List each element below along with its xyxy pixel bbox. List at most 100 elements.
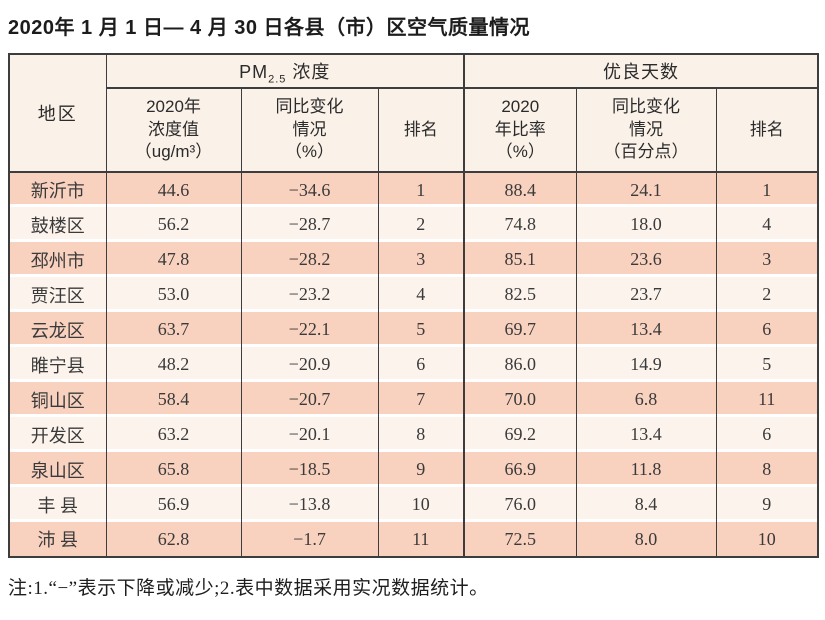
cell-days-ratio: 70.0 — [463, 382, 577, 417]
cell-region: 云龙区 — [9, 312, 106, 347]
cell-days-ratio: 82.5 — [463, 277, 577, 312]
table-row: 睢宁县 48.2 −20.9 6 86.0 14.9 5 — [9, 347, 819, 382]
cell-pm-change: −23.2 — [240, 277, 378, 312]
cell-days-change: 8.4 — [575, 487, 717, 522]
cell-pm-value: 47.8 — [105, 242, 241, 277]
cell-pm-rank: 2 — [377, 207, 465, 242]
cell-pm-rank: 1 — [377, 172, 465, 207]
cell-region: 铜山区 — [9, 382, 106, 417]
header-pm-rank: 排名 — [377, 88, 465, 173]
pm25-suffix: 浓度 — [286, 62, 331, 82]
table-row: 鼓楼区 56.2 −28.7 2 74.8 18.0 4 — [9, 207, 819, 242]
cell-pm-value: 63.2 — [105, 417, 241, 452]
cell-pm-change: −28.2 — [240, 242, 378, 277]
cell-pm-value: 58.4 — [105, 382, 241, 417]
cell-pm-value: 65.8 — [105, 452, 241, 487]
cell-days-ratio: 69.2 — [463, 417, 577, 452]
header-pm-change: 同比变化 情况 （%） — [240, 88, 378, 173]
header-days-rank: 排名 — [715, 88, 819, 173]
cell-pm-change: −22.1 — [240, 312, 378, 347]
cell-pm-rank: 3 — [377, 242, 465, 277]
cell-days-change: 18.0 — [575, 207, 717, 242]
cell-days-rank: 5 — [715, 347, 819, 382]
cell-pm-change: −18.5 — [240, 452, 378, 487]
cell-days-rank: 6 — [715, 417, 819, 452]
cell-pm-change: −28.7 — [240, 207, 378, 242]
cell-pm-change: −20.1 — [240, 417, 378, 452]
cell-pm-rank: 6 — [377, 347, 465, 382]
cell-days-ratio: 88.4 — [463, 172, 577, 207]
cell-days-ratio: 76.0 — [463, 487, 577, 522]
cell-pm-rank: 10 — [377, 487, 465, 522]
cell-pm-rank: 8 — [377, 417, 465, 452]
cell-pm-rank: 4 — [377, 277, 465, 312]
table-header: 地区 PM2.5 浓度 优良天数 2020年 浓度值 （ug/m³） 同比变化 … — [9, 54, 819, 173]
cell-pm-change: −34.6 — [240, 172, 378, 207]
cell-days-ratio: 72.5 — [463, 522, 577, 557]
cell-region: 沛 县 — [9, 522, 106, 557]
cell-days-rank: 9 — [715, 487, 819, 522]
cell-days-ratio: 74.8 — [463, 207, 577, 242]
pm25-prefix: PM — [239, 62, 269, 82]
footnote: 注:1.“−”表示下降或减少;2.表中数据采用实况数据统计。 — [8, 578, 489, 599]
cell-days-change: 24.1 — [575, 172, 717, 207]
cell-pm-value: 56.2 — [105, 207, 241, 242]
table-row: 开发区 63.2 −20.1 8 69.2 13.4 6 — [9, 417, 819, 452]
cell-days-rank: 4 — [715, 207, 819, 242]
cell-days-rank: 8 — [715, 452, 819, 487]
table-row: 铜山区 58.4 −20.7 7 70.0 6.8 11 — [9, 382, 819, 417]
cell-pm-change: −13.8 — [240, 487, 378, 522]
page-title: 2020年 1 月 1 日— 4 月 30 日各县（市）区空气质量情况 — [8, 17, 531, 39]
cell-region: 丰 县 — [9, 487, 106, 522]
cell-days-ratio: 86.0 — [463, 347, 577, 382]
cell-pm-rank: 9 — [377, 452, 465, 487]
header-days-ratio: 2020 年比率 （%） — [463, 88, 577, 173]
cell-region: 邳州市 — [9, 242, 106, 277]
cell-region: 鼓楼区 — [9, 207, 106, 242]
cell-pm-rank: 5 — [377, 312, 465, 347]
cell-pm-value: 63.7 — [105, 312, 241, 347]
header-region: 地区 — [9, 54, 106, 173]
header-sub-row: 2020年 浓度值 （ug/m³） 同比变化 情况 （%） 排名 2020 年比… — [9, 88, 819, 173]
header-pm25-group: PM2.5 浓度 — [105, 54, 465, 89]
cell-days-ratio: 69.7 — [463, 312, 577, 347]
cell-pm-rank: 11 — [377, 522, 465, 557]
header-group-row: 地区 PM2.5 浓度 优良天数 — [9, 54, 819, 173]
table-row: 丰 县 56.9 −13.8 10 76.0 8.4 9 — [9, 487, 819, 522]
table-row: 云龙区 63.7 −22.1 5 69.7 13.4 6 — [9, 312, 819, 347]
cell-days-change: 8.0 — [575, 522, 717, 557]
header-pm-value: 2020年 浓度值 （ug/m³） — [105, 88, 241, 173]
cell-days-change: 11.8 — [575, 452, 717, 487]
pm25-subscript: 2.5 — [268, 73, 287, 86]
cell-pm-value: 62.8 — [105, 522, 241, 557]
cell-days-ratio: 85.1 — [463, 242, 577, 277]
cell-pm-value: 44.6 — [105, 172, 241, 207]
cell-pm-value: 53.0 — [105, 277, 241, 312]
table-row: 沛 县 62.8 −1.7 11 72.5 8.0 10 — [9, 522, 819, 557]
cell-pm-value: 56.9 — [105, 487, 241, 522]
cell-days-change: 13.4 — [575, 312, 717, 347]
cell-days-change: 6.8 — [575, 382, 717, 417]
header-days-change: 同比变化 情况 （百分点） — [575, 88, 717, 173]
cell-days-rank: 2 — [715, 277, 819, 312]
cell-region: 泉山区 — [9, 452, 106, 487]
cell-pm-change: −20.7 — [240, 382, 378, 417]
cell-pm-value: 48.2 — [105, 347, 241, 382]
cell-days-rank: 6 — [715, 312, 819, 347]
cell-days-ratio: 66.9 — [463, 452, 577, 487]
cell-pm-change: −20.9 — [240, 347, 378, 382]
air-quality-table: 地区 PM2.5 浓度 优良天数 2020年 浓度值 （ug/m³） 同比变化 … — [8, 53, 820, 558]
cell-days-rank: 1 — [715, 172, 819, 207]
table-row: 新沂市 44.6 −34.6 1 88.4 24.1 1 — [9, 172, 819, 207]
cell-days-change: 14.9 — [575, 347, 717, 382]
cell-days-rank: 11 — [715, 382, 819, 417]
cell-pm-change: −1.7 — [240, 522, 378, 557]
cell-region: 贾汪区 — [9, 277, 106, 312]
cell-days-change: 23.6 — [575, 242, 717, 277]
header-good-days-group: 优良天数 — [463, 54, 819, 89]
cell-region: 睢宁县 — [9, 347, 106, 382]
cell-days-rank: 3 — [715, 242, 819, 277]
cell-region: 开发区 — [9, 417, 106, 452]
table-row: 贾汪区 53.0 −23.2 4 82.5 23.7 2 — [9, 277, 819, 312]
table-row: 泉山区 65.8 −18.5 9 66.9 11.8 8 — [9, 452, 819, 487]
